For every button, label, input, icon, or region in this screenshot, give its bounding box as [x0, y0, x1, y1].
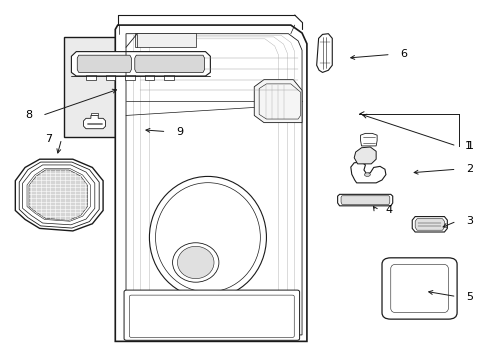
Polygon shape [15, 159, 103, 231]
FancyBboxPatch shape [381, 258, 456, 319]
Text: 7: 7 [45, 134, 52, 144]
Text: 5: 5 [466, 292, 472, 302]
Polygon shape [91, 113, 98, 116]
Text: 8: 8 [25, 111, 32, 121]
Polygon shape [86, 75, 96, 80]
Bar [135, 33, 195, 47]
Polygon shape [135, 55, 204, 72]
Text: 1: 1 [466, 141, 472, 151]
FancyBboxPatch shape [124, 290, 299, 340]
Ellipse shape [172, 243, 219, 282]
Ellipse shape [177, 246, 214, 279]
Text: 9: 9 [176, 127, 183, 136]
Ellipse shape [364, 173, 369, 176]
Polygon shape [105, 75, 115, 80]
Polygon shape [77, 55, 131, 72]
Polygon shape [144, 75, 154, 80]
Polygon shape [411, 217, 447, 232]
Text: 4: 4 [385, 206, 392, 216]
Polygon shape [163, 75, 173, 80]
Polygon shape [254, 80, 302, 123]
Polygon shape [115, 25, 306, 341]
Polygon shape [337, 194, 392, 206]
Polygon shape [353, 147, 375, 164]
Bar [64, 37, 220, 137]
Polygon shape [316, 34, 331, 72]
Text: 3: 3 [466, 216, 472, 226]
Polygon shape [29, 170, 87, 220]
Text: 2: 2 [466, 164, 472, 174]
Polygon shape [83, 116, 105, 129]
Text: 6: 6 [400, 49, 407, 59]
Polygon shape [71, 51, 210, 76]
Text: 1: 1 [464, 141, 471, 151]
Polygon shape [125, 75, 135, 80]
Polygon shape [350, 162, 385, 183]
Polygon shape [414, 219, 444, 230]
Polygon shape [340, 196, 389, 204]
Polygon shape [360, 134, 376, 146]
